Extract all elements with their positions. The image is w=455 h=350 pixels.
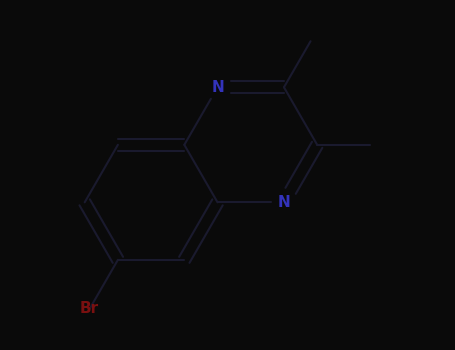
Text: N: N [211,80,224,95]
Text: Br: Br [80,301,99,316]
Text: N: N [278,195,290,210]
